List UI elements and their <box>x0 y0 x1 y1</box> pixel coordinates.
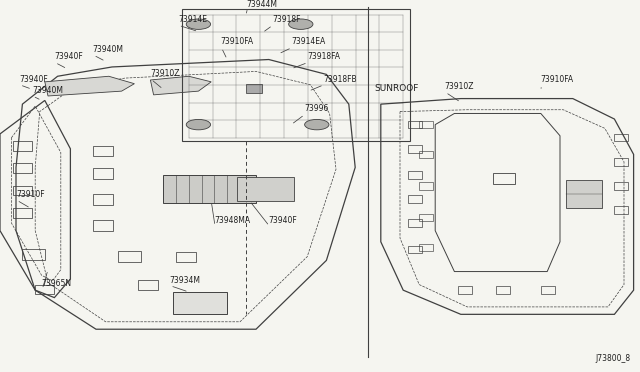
Text: 73910F: 73910F <box>16 190 45 199</box>
Bar <box>173 292 227 314</box>
Text: 73996: 73996 <box>304 105 328 113</box>
Bar <box>93 168 113 179</box>
Text: 73940M: 73940M <box>93 45 124 54</box>
Bar <box>408 121 422 128</box>
Bar <box>93 194 113 205</box>
Bar <box>22 249 45 260</box>
Text: 73918FA: 73918FA <box>307 52 340 61</box>
Text: 73918FB: 73918FB <box>323 75 357 84</box>
Bar <box>493 173 515 184</box>
Bar <box>541 286 555 294</box>
Bar <box>13 208 32 218</box>
Text: 73914E: 73914E <box>178 15 207 24</box>
Bar <box>419 244 433 251</box>
Polygon shape <box>150 76 211 95</box>
Ellipse shape <box>289 19 313 29</box>
Bar <box>496 286 510 294</box>
Bar <box>458 286 472 294</box>
Bar <box>614 134 628 141</box>
Text: 73940F: 73940F <box>269 216 298 225</box>
Bar <box>182 9 410 141</box>
Bar <box>408 219 422 227</box>
Bar <box>237 177 294 201</box>
Text: J73800_8: J73800_8 <box>595 354 630 363</box>
Bar <box>614 206 628 214</box>
Bar <box>614 182 628 190</box>
Bar <box>246 84 262 93</box>
Bar <box>408 246 422 253</box>
Text: 73944M: 73944M <box>246 0 277 9</box>
Bar <box>408 145 422 153</box>
Bar <box>13 163 32 173</box>
Bar <box>93 146 113 156</box>
Text: 73910Z: 73910Z <box>150 69 180 78</box>
Bar <box>419 182 433 190</box>
Text: 73940F: 73940F <box>19 75 48 84</box>
Polygon shape <box>45 76 134 96</box>
Ellipse shape <box>186 19 211 29</box>
Ellipse shape <box>186 119 211 130</box>
Bar <box>614 158 628 166</box>
Text: 73940M: 73940M <box>32 86 63 95</box>
Bar <box>566 180 602 208</box>
Ellipse shape <box>305 119 329 130</box>
Bar <box>408 171 422 179</box>
Bar <box>35 285 54 294</box>
Text: 73914EA: 73914EA <box>291 38 326 46</box>
Bar <box>408 195 422 203</box>
Bar <box>118 251 141 262</box>
Text: 73910Z: 73910Z <box>445 82 474 91</box>
Bar <box>419 121 433 128</box>
Bar <box>13 141 32 151</box>
Text: 73934M: 73934M <box>170 276 200 285</box>
Bar <box>163 175 256 203</box>
Bar <box>419 214 433 221</box>
Text: 73910FA: 73910FA <box>221 38 254 46</box>
Bar <box>93 220 113 231</box>
Text: 73948MA: 73948MA <box>214 216 250 225</box>
Text: 73918F: 73918F <box>272 15 301 24</box>
Text: SUNROOF: SUNROOF <box>374 84 419 93</box>
Bar <box>176 252 196 262</box>
Bar <box>419 151 433 158</box>
Text: 73940F: 73940F <box>54 52 83 61</box>
Bar <box>13 186 32 195</box>
Bar <box>138 280 158 290</box>
Text: 73910FA: 73910FA <box>541 75 574 84</box>
Text: 73965N: 73965N <box>42 279 72 288</box>
